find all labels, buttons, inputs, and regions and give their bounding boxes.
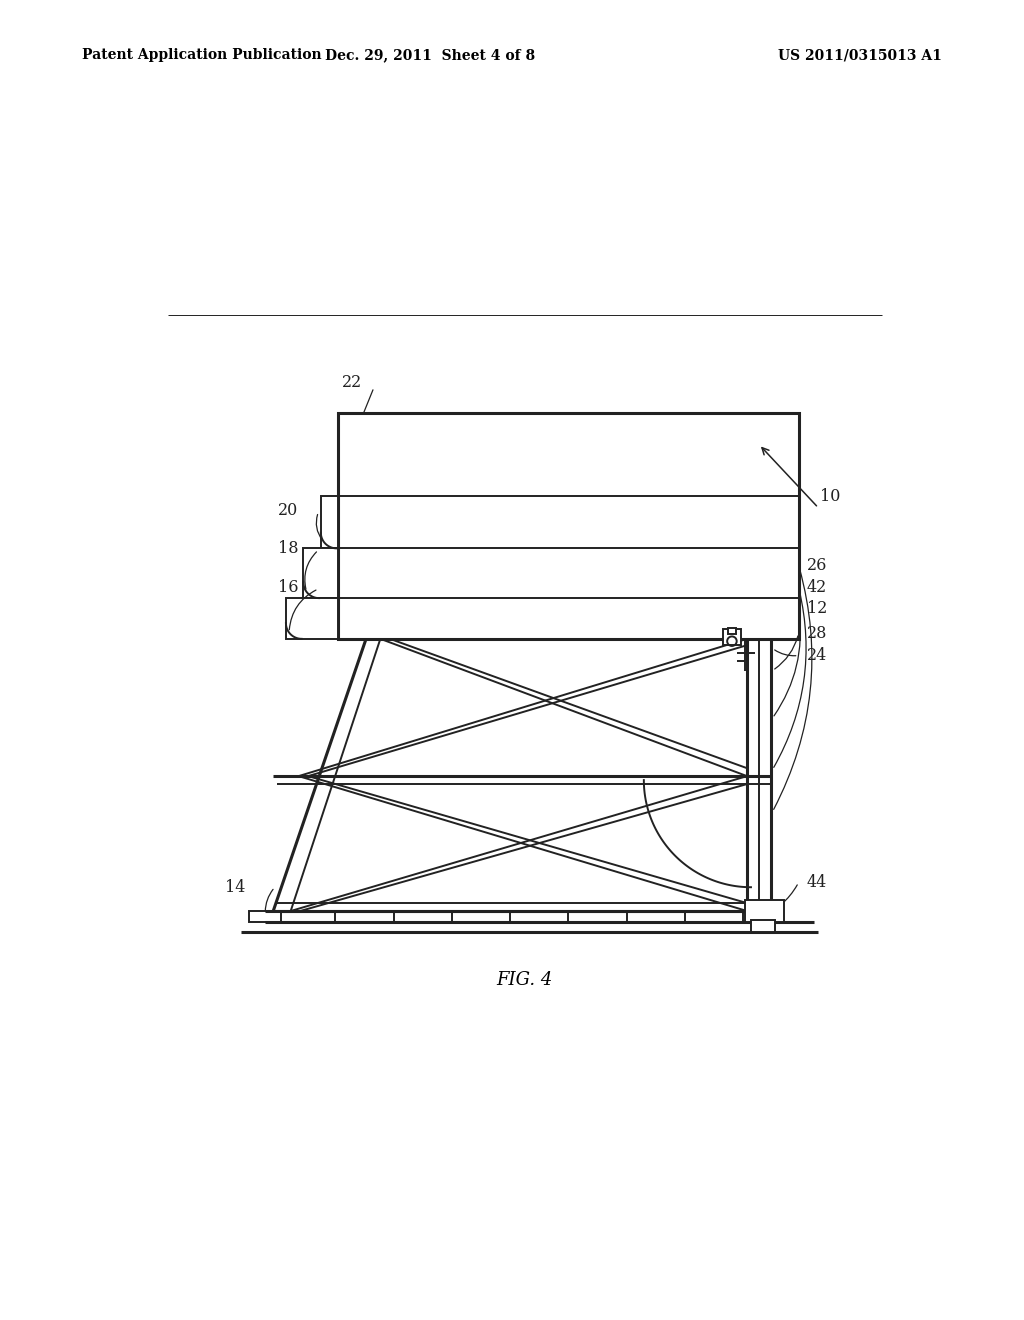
Bar: [751, 920, 775, 932]
Text: 18: 18: [279, 540, 299, 557]
Text: Dec. 29, 2011  Sheet 4 of 8: Dec. 29, 2011 Sheet 4 of 8: [325, 49, 536, 62]
Text: 10: 10: [820, 487, 841, 504]
Text: 20: 20: [279, 502, 299, 519]
Bar: [723, 630, 740, 645]
Bar: [745, 900, 783, 923]
Text: 26: 26: [807, 557, 827, 573]
Bar: [303, 548, 338, 598]
Text: 24: 24: [807, 647, 826, 664]
Text: 14: 14: [225, 879, 246, 896]
Text: 12: 12: [807, 601, 827, 618]
Text: FIG. 4: FIG. 4: [497, 972, 553, 989]
Text: 42: 42: [807, 578, 826, 595]
Text: 22: 22: [342, 374, 362, 391]
Bar: [321, 496, 338, 548]
Text: 16: 16: [279, 578, 299, 595]
Text: Patent Application Publication: Patent Application Publication: [82, 49, 322, 62]
Bar: [338, 413, 799, 639]
Text: US 2011/0315013 A1: US 2011/0315013 A1: [778, 49, 942, 62]
Bar: [250, 911, 282, 923]
Bar: [728, 628, 736, 634]
Text: 28: 28: [807, 624, 827, 642]
Bar: [286, 598, 338, 639]
Text: 44: 44: [807, 874, 826, 891]
